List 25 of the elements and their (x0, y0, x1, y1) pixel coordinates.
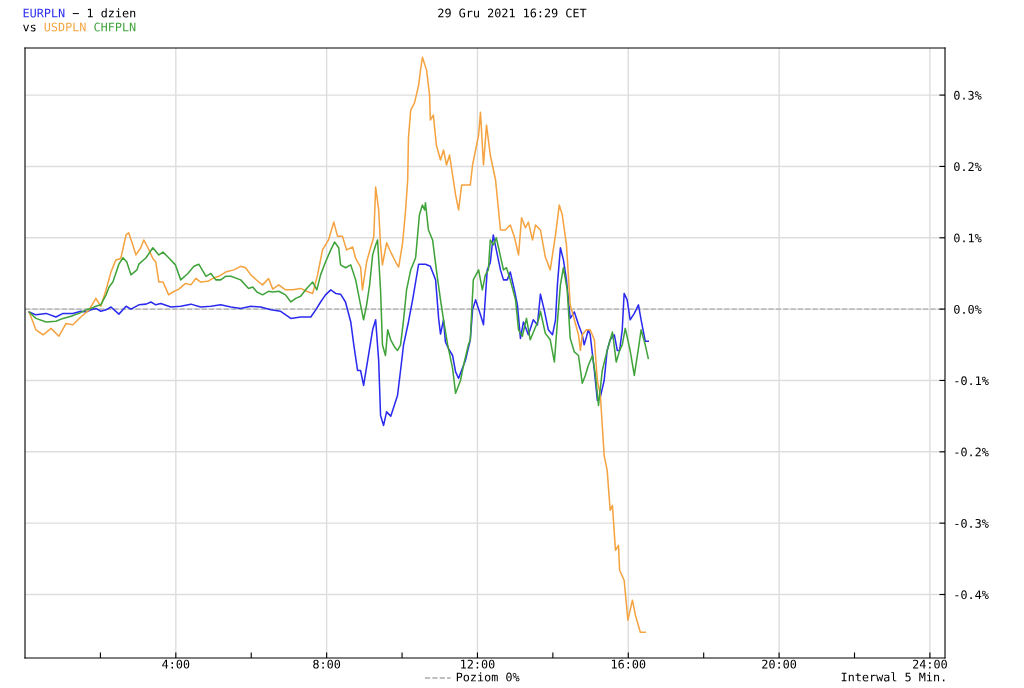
y-tick-label: 0.2% (954, 162, 982, 172)
legend-label: Poziom 0% (456, 672, 520, 682)
x-tick-label: 20:00 (762, 659, 797, 669)
text: EURPLN (23, 8, 65, 18)
x-tick-label: 24:00 (913, 659, 947, 669)
text: vs (23, 24, 36, 32)
text: Interwal 5 Min. (841, 672, 945, 682)
y-tick-label: 0.3% (954, 90, 982, 100)
x-tick-label: 8:00 (313, 659, 341, 669)
text: CHFPLN (94, 22, 136, 32)
text: USDPLN (44, 22, 86, 32)
y-tick-label: -0.4% (955, 590, 989, 600)
x-tick-label: 16:00 (611, 659, 646, 669)
x-tick-label: 12:00 (461, 659, 495, 669)
y-tick-label: 0.0% (954, 304, 982, 314)
line-series (28, 56, 647, 634)
line-series (28, 234, 650, 427)
y-tick-label: -0.1% (955, 376, 989, 386)
chart-title: 29 Gru 2021 16:29 CET (438, 8, 587, 18)
line-series (28, 202, 650, 407)
text: − 1 dzien (72, 8, 136, 18)
y-tick-label: 0.1% (954, 233, 982, 243)
y-tick-label: -0.3% (955, 518, 989, 528)
x-tick-label: 4:00 (162, 659, 190, 669)
y-tick-label: -0.2% (955, 447, 989, 457)
